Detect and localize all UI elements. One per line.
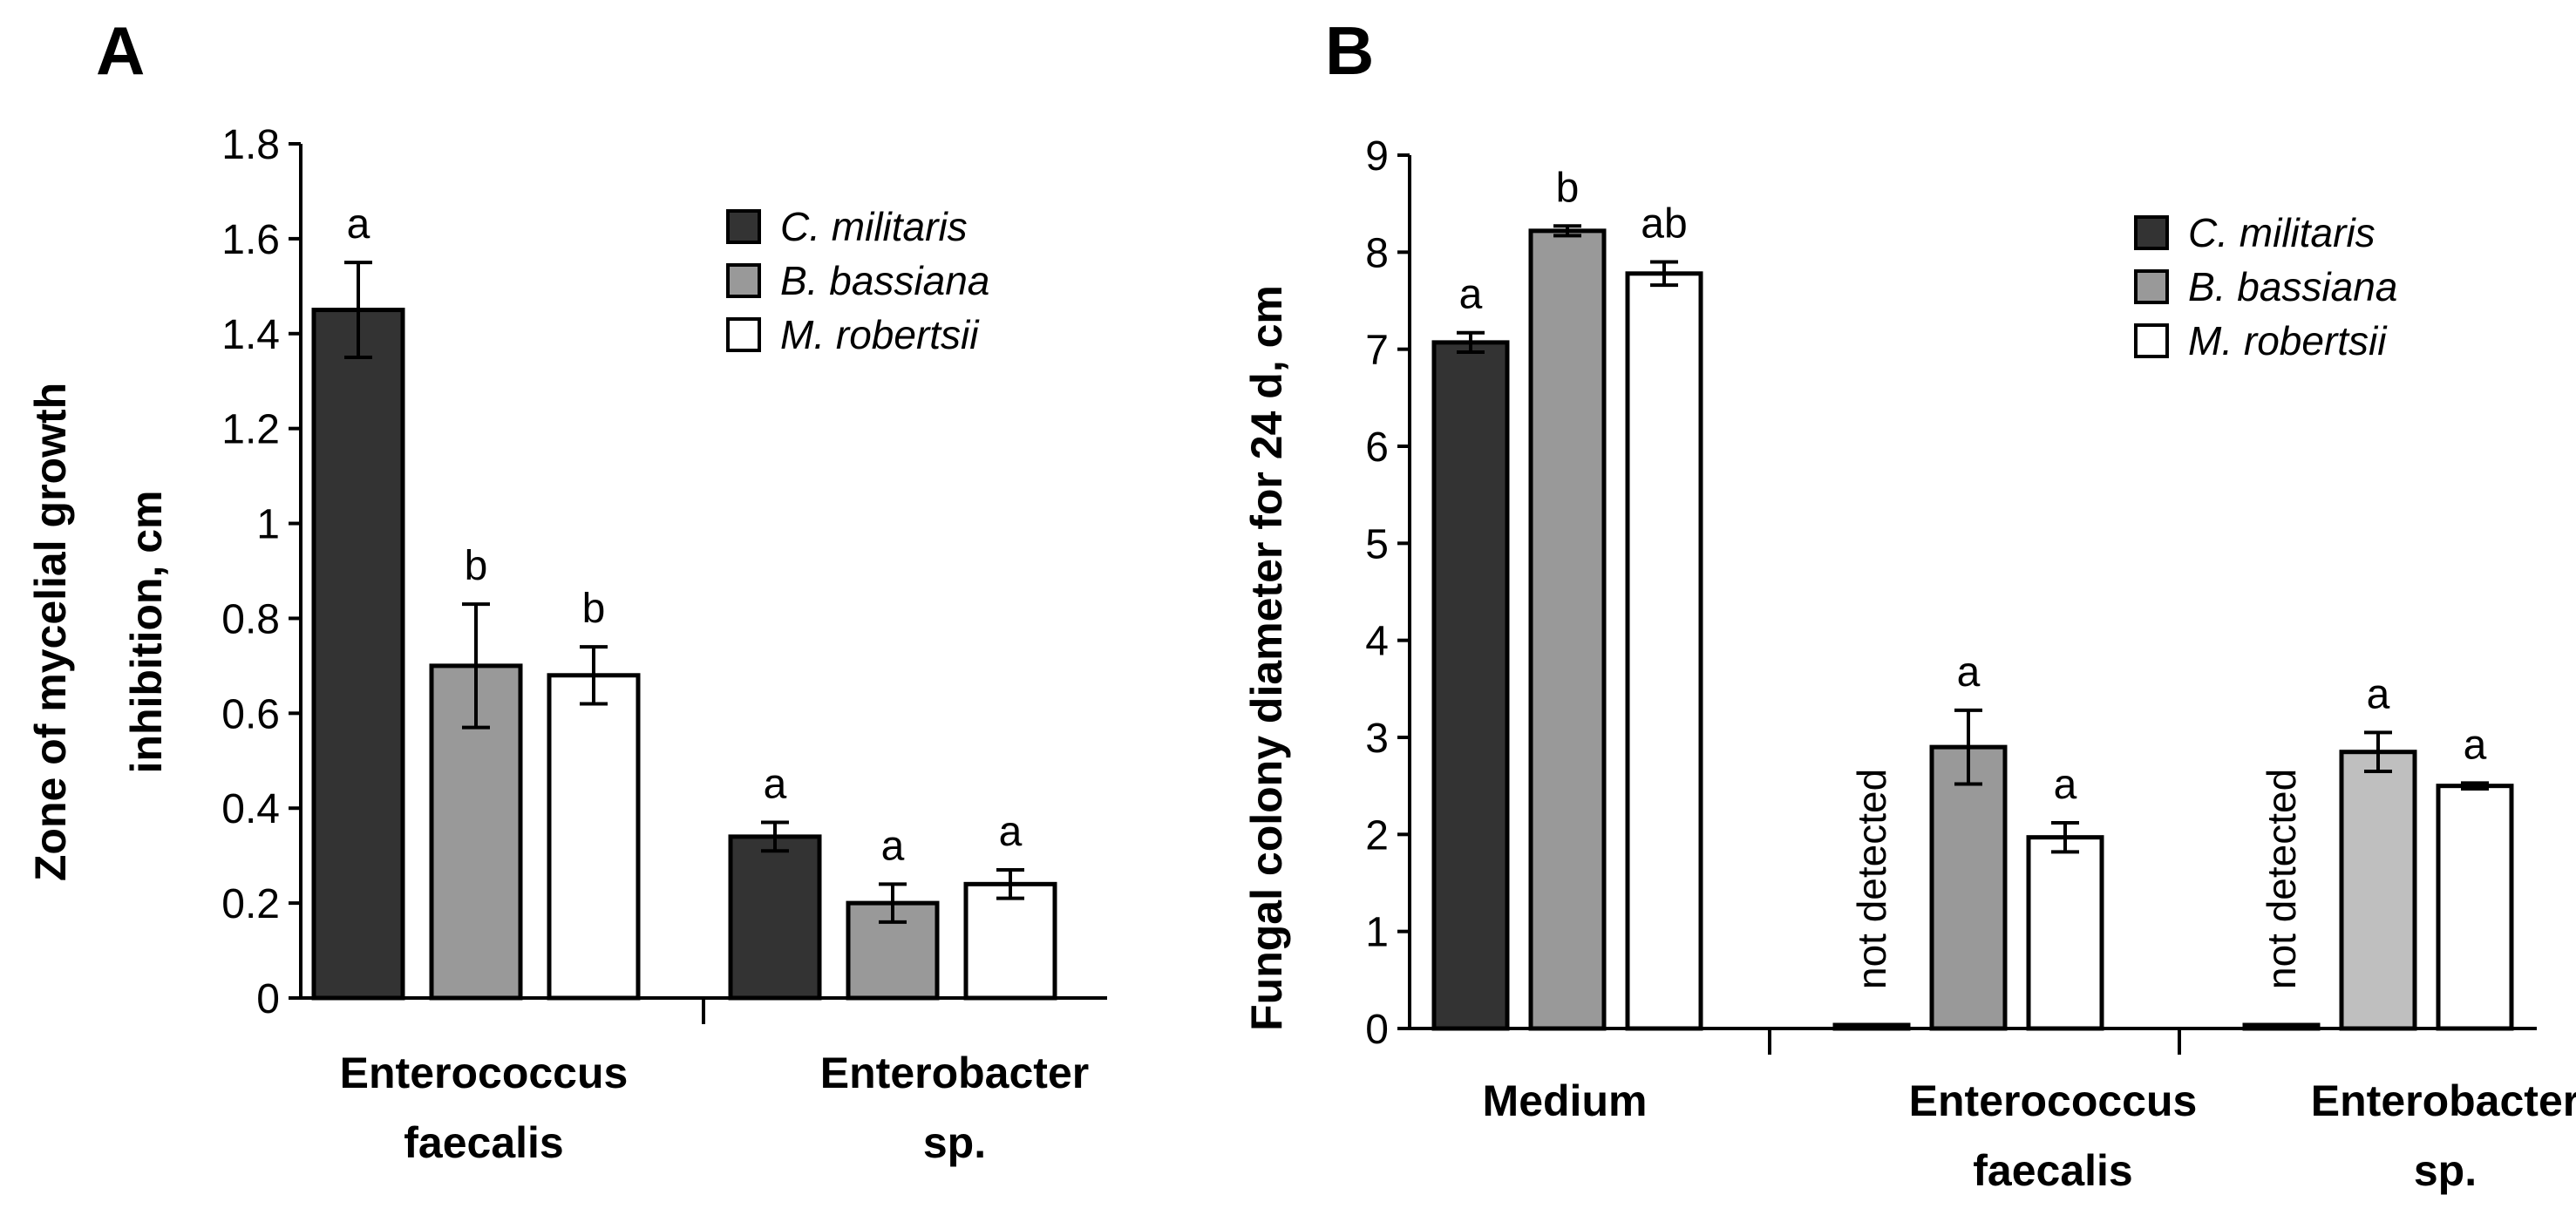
panel-b-y-tick-label: 8 [1365,230,1389,276]
panel-b-y-tick-label: 5 [1365,521,1389,567]
panel-b-not-detected-label: not detected [2259,769,2304,989]
panel-b-ylabel-line1: Fungal colony diameter for 24 d, cm [1242,285,1291,1031]
panel-a-category-label: Enterobacter [820,1049,1089,1097]
panel-a-bar-m-robertsii-0 [547,673,641,1001]
panel-b-y-tick-label: 6 [1365,424,1389,471]
panel-b-category-label: Enterococcus [1909,1076,2198,1125]
panel-a-significance-letter: a [764,762,787,808]
panel-b-label: B [1325,12,1374,89]
panel-b-bar-b-bassiana-2 [2339,750,2417,1031]
panel-b-category-label: Medium [1483,1076,1648,1125]
panel-b-significance-letter: b [1556,165,1580,211]
panel-a-bar-c-militaris-1 [728,834,822,1001]
panel-a-bar-m-robertsii-1 [963,881,1057,1001]
panel-a-y-tick-label: 1.4 [221,312,280,358]
panel-b-bar-c-militaris-1 [1832,1022,1911,1031]
panel-a-legend-label-m-robertsii: M. robertsii [780,312,980,357]
panel-b-bar-m-robertsii-0 [1625,271,1703,1031]
panel-a-category-label: faecalis [404,1118,563,1167]
panel-a-ylabel-line1: Zone of mycelial growth [26,383,75,881]
panel-b-legend-swatch-c-militaris [2134,215,2169,250]
panel-b-bar-m-robertsii-2 [2436,784,2514,1031]
panel-a-ylabel: Zone of mycelial growth inhibition, cm [26,383,171,881]
panel-a-significance-letter: b [465,543,488,589]
panel-b-legend-swatch-m-robertsii [2134,323,2169,358]
panel-a-legend-label-b-bassiana: B. bassiana [780,258,989,303]
panel-a-label: A [96,12,145,89]
panel-a-significance-letter: a [881,823,905,869]
panel-a-plot: 0 0.2 0.4 0.6 0.8 1 1.2 1.4 1.6 1.8 a b b Enterococcu… [221,122,1107,1167]
panel-b-bar-b-bassiana-1 [1929,744,2008,1031]
panel-b-significance-letter: a [1459,272,1483,318]
panel-b-bar-c-militaris-0 [1431,340,1510,1031]
panel-b-ylabel: Fungal colony diameter for 24 d, cm [1242,285,1291,1031]
panel-a-y-tick-label: 0.6 [221,691,280,737]
panel-b-significance-letter: a [2054,762,2077,808]
panel-a-y-tick-label: 1 [256,502,280,548]
panel-b-y-tick-label: 9 [1365,133,1389,180]
panel-b-significance-letter: a [2367,671,2390,717]
panel-a-legend-swatch-c-militaris [726,209,761,244]
panel-b-bar-c-militaris-2 [2242,1022,2321,1031]
panel-a-ylabel-line2: inhibition, cm [122,491,171,774]
panel-a-y-tick-label: 0.8 [221,596,280,642]
panel-a-significance-letter: a [347,201,370,248]
panel-b-significance-letter: a [2464,722,2487,768]
panel-a-legend-swatch-m-robertsii [726,317,761,352]
panel-b-legend-swatch-b-bassiana [2134,269,2169,304]
panel-b-significance-letter: ab [1641,200,1687,247]
panel-a-y-tick-label: 1.2 [221,407,280,453]
panel-b-y-tick-label: 2 [1365,812,1389,859]
panel-b-y-tick-label: 0 [1365,1007,1389,1053]
panel-b-y-tick-label: 7 [1365,328,1389,374]
panel-a-bar-c-militaris-0 [311,308,405,1001]
panel-b-category-label: sp. [2414,1146,2477,1195]
panel-b-legend-label-c-militaris: C. militaris [2188,210,2375,255]
panel-b-not-detected-label: not detected [1849,769,1894,989]
panel-a-category-label: Enterococcus [340,1049,629,1097]
panel-a-significance-letter: b [582,586,606,632]
panel-a-significance-letter: a [999,809,1023,855]
panel-b-legend-label-m-robertsii: M. robertsii [2188,318,2388,363]
panel-b-y-tick-label: 4 [1365,619,1389,665]
panel-a-y-tick-label: 0 [256,976,280,1022]
panel-a-legend-label-c-militaris: C. militaris [780,204,968,249]
panel-b-y-tick-label: 3 [1365,716,1389,762]
panel-b-bar-b-bassiana-0 [1528,228,1607,1031]
panel-a-y-tick-label: 1.6 [221,217,280,263]
panel-a-y-tick-label: 0.4 [221,786,280,832]
panel-a-category-label: sp. [923,1118,986,1167]
panel-a-bar-b-bassiana-0 [429,663,523,1001]
panel-b-category-label: Enterobacter [2311,1076,2576,1125]
panel-b-bar-m-robertsii-1 [2026,835,2104,1031]
panel-a-y-tick-label: 1.8 [221,122,280,168]
panel-b-significance-letter: a [1957,649,1981,696]
panel-b-legend-label-b-bassiana: B. bassiana [2188,264,2397,309]
panel-b-y-tick-label: 1 [1365,910,1389,956]
panel-a-legend-swatch-b-bassiana [726,263,761,298]
panel-a-y-tick-label: 0.2 [221,881,280,927]
panel-b-category-label: faecalis [1973,1146,2132,1195]
